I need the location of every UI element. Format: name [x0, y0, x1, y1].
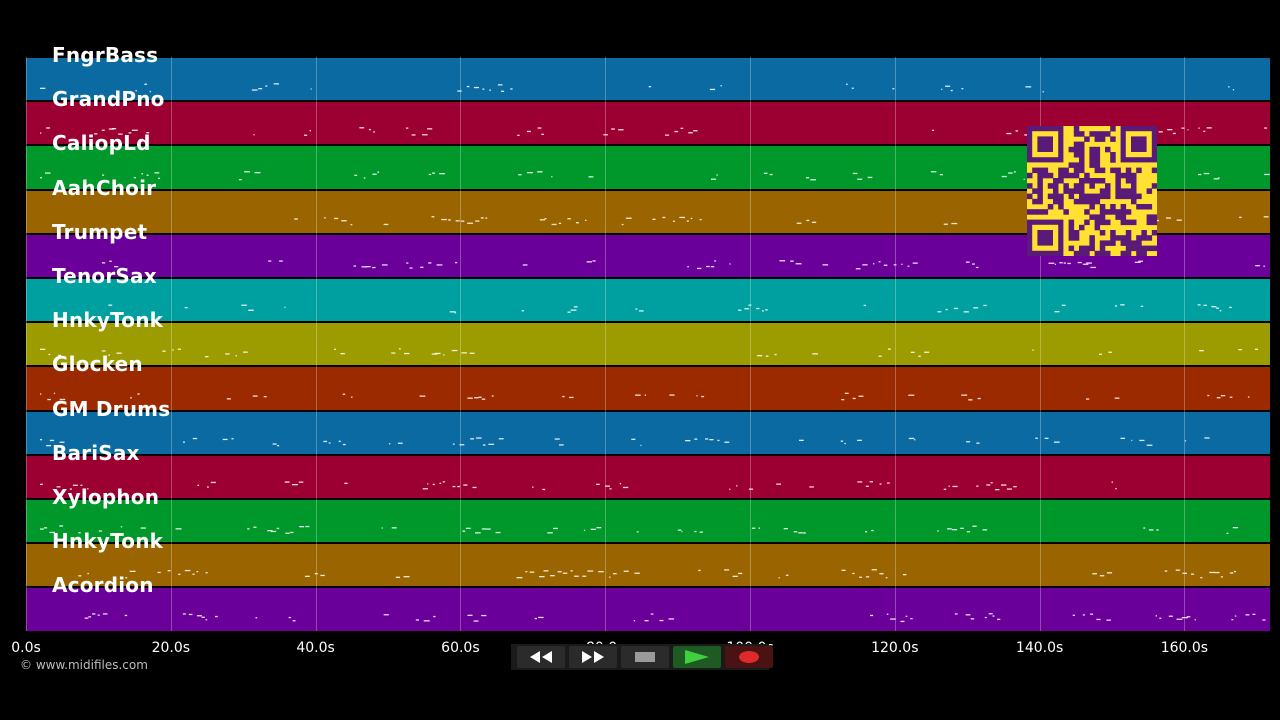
track-band: [26, 455, 1270, 498]
copyright-text: © www.midifiles.com: [20, 658, 148, 672]
time-gridline: [170, 57, 172, 631]
time-tick-label: 120.0s: [871, 640, 919, 656]
track-notes: [78, 569, 1236, 579]
track-label: CaliopLd: [52, 131, 151, 156]
track-notes: [102, 259, 1265, 270]
track-notes: [108, 304, 1232, 314]
track-label: GrandPno: [52, 87, 165, 112]
track-label: AahChoir: [52, 175, 157, 200]
track-notes: [40, 436, 1210, 446]
track-label: HnkyTonk: [52, 308, 164, 333]
track-label: FngrBass: [52, 43, 159, 67]
track-notes: [40, 83, 1235, 93]
track-band: [26, 588, 1270, 631]
track-label: Acordion: [52, 573, 154, 598]
track-label: HnkyTonk: [52, 529, 164, 554]
track-label: BariSax: [52, 440, 140, 465]
record-button[interactable]: [725, 646, 773, 668]
time-gridline: [894, 57, 896, 631]
track-band: [26, 544, 1270, 587]
play-icon: [685, 650, 709, 664]
time-gridline: [315, 57, 317, 631]
time-gridline: [1039, 57, 1041, 631]
track-band: [26, 367, 1270, 410]
track-band: [26, 411, 1270, 454]
rewind-icon: [530, 651, 552, 663]
time-gridline: [26, 57, 27, 631]
track-label: TenorSax: [52, 264, 157, 288]
track-label: Xylophon: [52, 485, 160, 509]
track-band: [26, 500, 1270, 543]
fast-forward-icon: [582, 651, 604, 663]
qr-code: [1027, 126, 1157, 256]
time-tick-label: 160.0s: [1160, 640, 1209, 656]
track-band: [26, 323, 1270, 366]
play-button[interactable]: [673, 646, 721, 668]
track-label: Trumpet: [52, 219, 148, 244]
time-tick-label: 20.0s: [151, 640, 191, 656]
time-gridline: [750, 57, 751, 631]
time-gridline: [605, 57, 607, 631]
record-icon: [739, 651, 759, 663]
time-tick-label: 60.0s: [441, 640, 480, 656]
track-label: Glocken: [52, 352, 143, 377]
track-notes: [40, 480, 1117, 491]
track-label: GM Drums: [52, 396, 171, 421]
time-gridline: [1184, 57, 1186, 631]
time-tick-label: 40.0s: [296, 640, 335, 656]
time-tick-label: 140.0s: [1015, 640, 1064, 656]
track-notes: [84, 613, 1266, 623]
transport-controls: [511, 644, 773, 670]
track-notes: [40, 171, 1270, 181]
fast-forward-button[interactable]: [569, 646, 617, 668]
stop-icon: [635, 652, 655, 662]
track-notes: [40, 127, 1267, 137]
time-tick-label: 0.0s: [11, 640, 41, 656]
track-notes: [40, 348, 1258, 358]
time-gridline: [460, 57, 462, 631]
track-notes: [40, 393, 1250, 401]
stop-button[interactable]: [621, 646, 669, 668]
track-band: [26, 279, 1270, 322]
track-band: [26, 58, 1270, 101]
track-notes: [40, 525, 1239, 534]
rewind-button[interactable]: [517, 646, 565, 668]
